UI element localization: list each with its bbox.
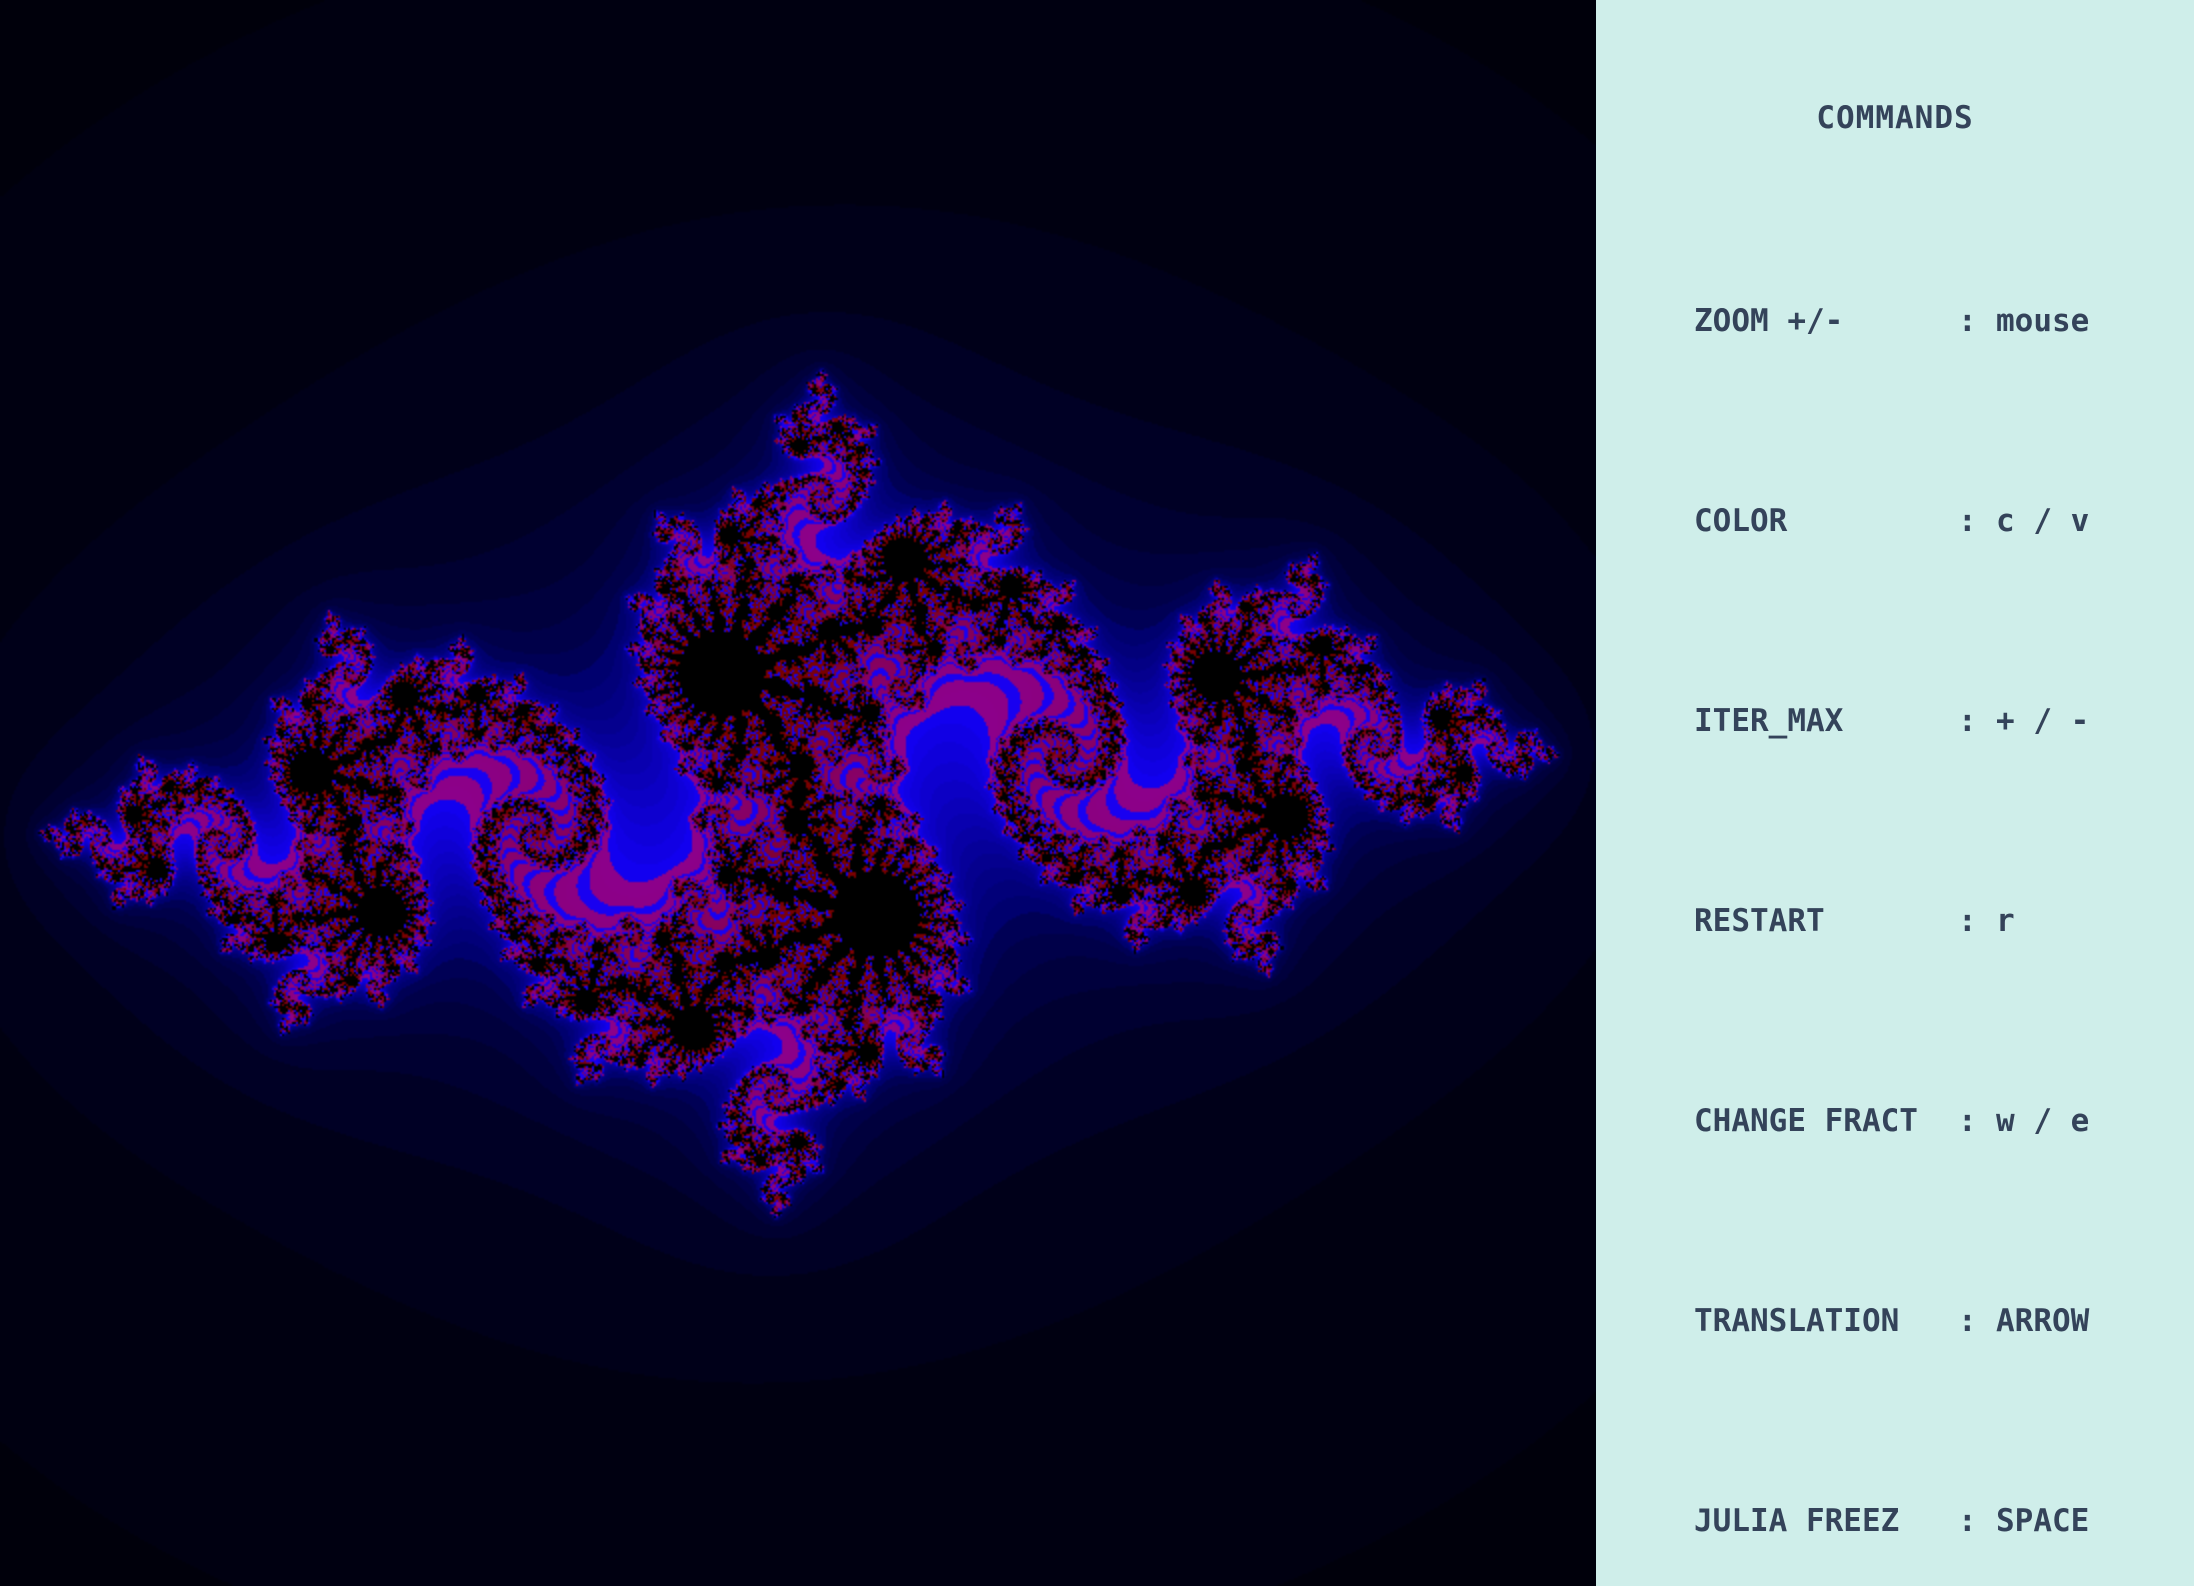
- fractal-viewport[interactable]: [0, 0, 1596, 1586]
- command-row-color: COLOR : c / v: [1694, 499, 2089, 543]
- command-row-change-fract: CHANGE FRACT : w / e: [1694, 1099, 2089, 1143]
- commands-panel: COMMANDS ZOOM +/- : mouse COLOR : c / v …: [1596, 0, 2194, 1586]
- command-key: SPACE: [1996, 1503, 2090, 1539]
- command-separator: :: [1958, 903, 1977, 939]
- command-row-restart: RESTART : r: [1694, 899, 2015, 943]
- commands-title: COMMANDS: [1816, 100, 1974, 136]
- command-separator: :: [1958, 503, 1977, 539]
- command-row-julia-freez: JULIA FREEZ : SPACE: [1694, 1499, 2089, 1543]
- command-name: COLOR: [1694, 503, 1788, 539]
- command-key: ARROW: [1996, 1303, 2090, 1339]
- command-name: JULIA FREEZ: [1694, 1503, 1900, 1539]
- command-name: CHANGE FRACT: [1694, 1103, 1918, 1139]
- command-separator: :: [1958, 1103, 1977, 1139]
- command-key: + / -: [1996, 703, 2090, 739]
- julia-fractal-canvas[interactable]: [0, 0, 1596, 1586]
- command-name: RESTART: [1694, 903, 1825, 939]
- command-key: r: [1996, 903, 2015, 939]
- command-key: c / v: [1996, 503, 2090, 539]
- command-separator: :: [1958, 303, 1977, 339]
- command-name: ZOOM +/-: [1694, 303, 1844, 339]
- command-separator: :: [1958, 1503, 1977, 1539]
- command-row-iter-max: ITER_MAX : + / -: [1694, 699, 2089, 743]
- command-separator: :: [1958, 1303, 1977, 1339]
- command-name: TRANSLATION: [1694, 1303, 1900, 1339]
- command-name: ITER_MAX: [1694, 703, 1844, 739]
- command-row-zoom: ZOOM +/- : mouse: [1694, 299, 2089, 343]
- command-key: w / e: [1996, 1103, 2090, 1139]
- command-separator: :: [1958, 703, 1977, 739]
- commands-list: ZOOM +/- : mouse COLOR : c / v ITER_MAX …: [1596, 0, 2194, 1586]
- command-key: mouse: [1996, 303, 2090, 339]
- command-row-translation: TRANSLATION : ARROW: [1694, 1299, 2089, 1343]
